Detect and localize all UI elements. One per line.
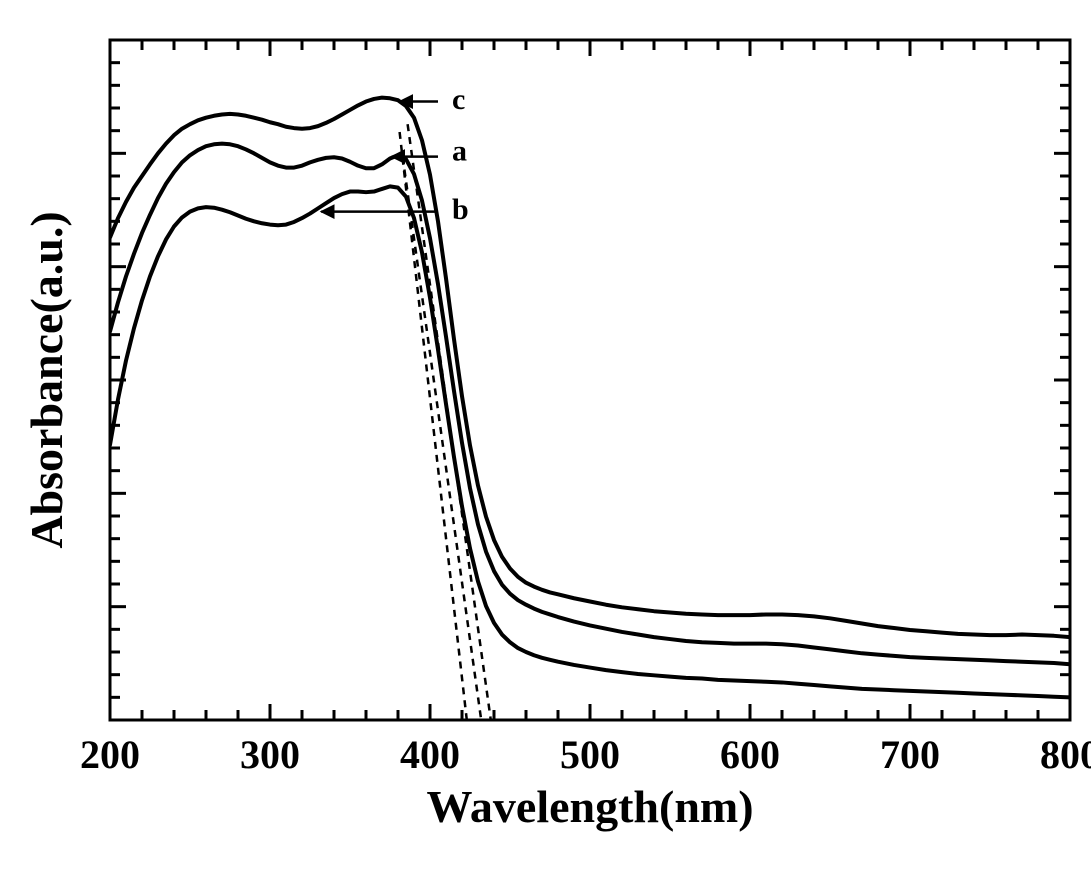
x-tick-label: 200 [80,732,140,777]
series-label-a: a [452,135,467,168]
y-axis-label: Absorbance(a.u.) [21,211,72,548]
series-label-c: c [452,83,465,116]
series-label-b: b [452,193,469,226]
uv-vis-absorbance-chart: 200 300 400 500 600 700 800 Wavelength(nm) Absor… [0,0,1091,869]
x-tick-label: 700 [880,732,940,777]
x-tick-label: 400 [400,732,460,777]
x-tick-label: 600 [720,732,780,777]
x-tick-label: 300 [240,732,300,777]
x-tick-label: 500 [560,732,620,777]
x-tick-label: 800 [1040,732,1091,777]
x-axis-label: Wavelength(nm) [426,781,753,832]
